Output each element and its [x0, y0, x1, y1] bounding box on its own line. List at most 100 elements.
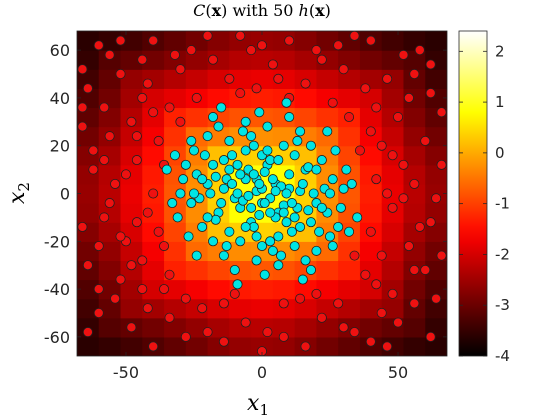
- red-point: [175, 64, 186, 75]
- heatmap-cell: [98, 69, 122, 89]
- heatmap-cell: [338, 336, 361, 356]
- red-point: [365, 35, 376, 46]
- cyan-point: [352, 212, 363, 223]
- red-point: [99, 155, 110, 166]
- heatmap-cell: [316, 279, 339, 300]
- red-point: [202, 31, 213, 41]
- cyan-point: [341, 164, 352, 175]
- red-point: [159, 241, 170, 252]
- red-point: [88, 145, 99, 156]
- heatmap-cell: [403, 126, 426, 147]
- heatmap-cell: [425, 260, 447, 281]
- red-point: [110, 293, 121, 304]
- heatmap-cell: [294, 88, 318, 109]
- cyan-point: [267, 174, 278, 185]
- heatmap-cell: [77, 298, 100, 319]
- cyan-point: [229, 264, 240, 275]
- red-point: [414, 221, 425, 232]
- heatmap-cell: [338, 88, 361, 109]
- heatmap-cell: [229, 69, 252, 89]
- cyan-point: [284, 169, 295, 180]
- heatmap-cell: [403, 145, 426, 166]
- heatmap-cell: [142, 279, 165, 300]
- red-point: [327, 97, 338, 108]
- red-point: [409, 178, 420, 189]
- y-tick-label: -60: [44, 328, 70, 347]
- cyan-point: [235, 169, 246, 180]
- red-point: [93, 307, 104, 318]
- red-point: [137, 284, 148, 295]
- heatmap-cell: [77, 260, 100, 281]
- red-point: [142, 303, 153, 314]
- red-point: [115, 231, 126, 242]
- cyan-point: [322, 126, 333, 137]
- cyan-point: [308, 188, 319, 199]
- cyan-point: [259, 198, 270, 209]
- heatmap-cell: [120, 336, 143, 356]
- red-point: [333, 40, 344, 51]
- heatmap-cell: [381, 298, 405, 319]
- heatmap-cell: [425, 31, 447, 51]
- heatmap-cell: [403, 298, 426, 319]
- heatmap-cell: [229, 31, 252, 51]
- red-point: [186, 45, 197, 56]
- red-point: [349, 250, 360, 261]
- y-axis-ticks: 60 40 20 0 -20 -40 -60: [44, 41, 447, 347]
- heatmap-cell: [251, 50, 274, 70]
- heatmap-cell: [120, 260, 143, 281]
- cyan-point: [240, 221, 251, 232]
- cyan-point: [278, 140, 289, 151]
- cyan-point: [227, 178, 238, 189]
- heatmap-cell: [207, 126, 230, 147]
- red-point: [349, 31, 360, 41]
- cyan-point: [240, 116, 251, 127]
- colorbar-tick-label: 1: [495, 93, 505, 111]
- cyan-point: [346, 178, 357, 189]
- cyan-point: [191, 250, 202, 261]
- red-point: [88, 164, 99, 175]
- red-point: [403, 92, 414, 103]
- red-point: [333, 298, 344, 309]
- heatmap-cell: [229, 298, 252, 319]
- y-tick-label: 0: [60, 185, 70, 204]
- red-point: [224, 73, 235, 84]
- cyan-point: [273, 260, 284, 271]
- heatmap-cell: [164, 336, 187, 356]
- heatmap-cell: [316, 107, 339, 128]
- cyan-point: [167, 198, 178, 209]
- cyan-point: [327, 241, 338, 252]
- heatmap-cell: [164, 222, 187, 242]
- cyan-point: [227, 150, 238, 161]
- heatmap-cell: [425, 298, 447, 319]
- heatmap-cell: [164, 241, 187, 262]
- heatmap-cell: [316, 336, 339, 356]
- heatmap-cell: [185, 279, 209, 300]
- heatmap-cell: [142, 317, 165, 338]
- heatmap-cell: [185, 336, 209, 356]
- cyan-point: [202, 131, 213, 142]
- cyan-point: [286, 198, 297, 209]
- red-point: [393, 112, 404, 123]
- cyan-point: [251, 231, 262, 242]
- red-point: [420, 264, 431, 275]
- heatmap-cell: [403, 336, 426, 356]
- cyan-point: [186, 135, 197, 146]
- red-point: [344, 112, 355, 123]
- red-point: [93, 40, 104, 51]
- red-point: [262, 327, 273, 338]
- red-point: [425, 331, 436, 342]
- cyan-point: [303, 162, 314, 173]
- heatmap-cell: [77, 203, 100, 223]
- heatmap-cell: [142, 50, 165, 70]
- heatmap-cell: [316, 31, 339, 51]
- heatmap-cell: [120, 31, 143, 51]
- cyan-point: [297, 178, 308, 189]
- red-point: [126, 322, 137, 333]
- red-point: [104, 131, 115, 142]
- cyan-point: [278, 207, 289, 218]
- red-point: [142, 207, 153, 218]
- red-point: [409, 264, 420, 275]
- heatmap-cell: [294, 31, 318, 51]
- y-axis-label: x2: [5, 182, 33, 204]
